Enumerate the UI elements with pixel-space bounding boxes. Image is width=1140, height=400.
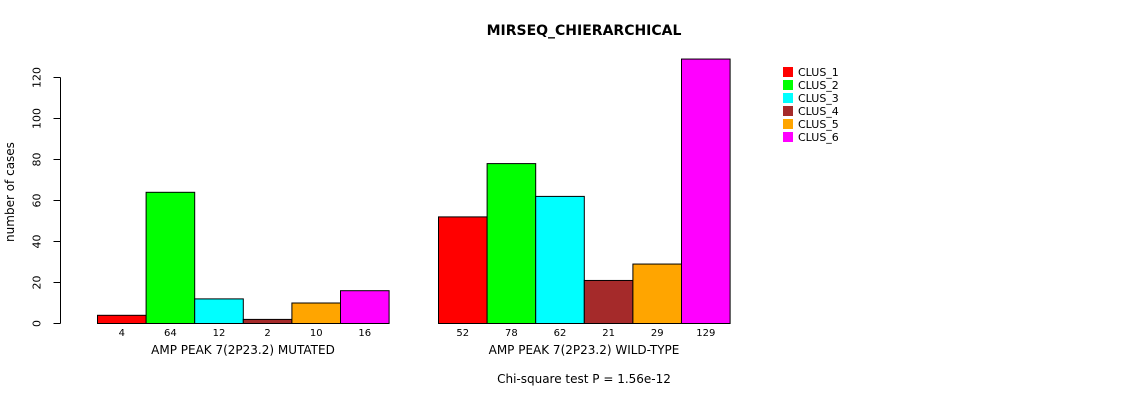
group-label-mutated: AMP PEAK 7(2P23.2) MUTATED bbox=[151, 343, 335, 357]
bar-count-label: 10 bbox=[310, 328, 323, 339]
chart-title: MIRSEQ_CHIERARCHICAL bbox=[487, 23, 682, 39]
bar-clus-2-group-1 bbox=[145, 191, 196, 324]
legend-swatch-clus-1 bbox=[783, 67, 793, 77]
bar-count-label: 64 bbox=[164, 328, 177, 339]
bar-count-label: 129 bbox=[696, 328, 715, 339]
bar-clus-6-group-1 bbox=[340, 290, 390, 325]
y-tick-label: 100 bbox=[31, 108, 44, 129]
bar-count-label: 4 bbox=[119, 328, 125, 339]
legend-label: CLUS_2 bbox=[798, 79, 839, 92]
chi-square-footer: Chi-square test P = 1.56e-12 bbox=[497, 372, 671, 386]
bar-clus-5-group-1 bbox=[291, 302, 341, 324]
legend-swatch-clus-2 bbox=[783, 80, 793, 90]
legend-label: CLUS_5 bbox=[798, 118, 839, 131]
legend-label: CLUS_3 bbox=[798, 92, 839, 105]
bar-count-label: 16 bbox=[358, 328, 371, 339]
bars bbox=[97, 58, 731, 325]
bar-clus-1-group-1 bbox=[97, 314, 147, 324]
y-axis-label: number of cases bbox=[3, 142, 17, 242]
bar-clus-4-group-1 bbox=[242, 318, 293, 324]
bar-clus-3-group-2 bbox=[535, 195, 585, 324]
legend-swatch-clus-5 bbox=[783, 119, 793, 129]
bar-clus-3-group-1 bbox=[194, 298, 244, 324]
bar-clus-5-group-2 bbox=[632, 263, 683, 324]
bar-count-label: 78 bbox=[505, 328, 518, 339]
y-tick-label: 20 bbox=[31, 276, 44, 290]
group-label-wild-type: AMP PEAK 7(2P23.2) WILD-TYPE bbox=[489, 343, 680, 357]
legend-swatch-clus-6 bbox=[783, 132, 793, 142]
bar-count-label: 12 bbox=[213, 328, 226, 339]
y-tick-label: 0 bbox=[31, 320, 44, 327]
legend-swatch-clus-3 bbox=[783, 93, 793, 103]
y-axis: 0 20 40 60 80 100 120 bbox=[31, 67, 61, 327]
bar-clus-4-group-2 bbox=[583, 279, 634, 325]
y-tick-label: 60 bbox=[31, 194, 44, 208]
bar-count-label: 62 bbox=[554, 328, 567, 339]
bar-count-label: 2 bbox=[264, 328, 270, 339]
legend-swatch-clus-4 bbox=[783, 106, 793, 116]
bar-clus-1-group-2 bbox=[438, 216, 488, 324]
bar-count-label: 52 bbox=[456, 328, 469, 339]
legend-label: CLUS_4 bbox=[798, 105, 839, 118]
bar-count-label: 29 bbox=[651, 328, 664, 339]
y-tick-label: 120 bbox=[31, 67, 44, 88]
bar-count-label: 21 bbox=[602, 328, 615, 339]
bar-clus-6-group-2 bbox=[681, 58, 731, 325]
legend-label: CLUS_6 bbox=[798, 131, 839, 144]
bar-clus-2-group-2 bbox=[486, 163, 537, 324]
y-tick-label: 80 bbox=[31, 153, 44, 167]
count-labels: 4 64 12 2 10 16 52 78 62 21 29 129 bbox=[119, 328, 716, 339]
y-tick-label: 40 bbox=[31, 235, 44, 249]
legend-label: CLUS_1 bbox=[798, 66, 839, 79]
